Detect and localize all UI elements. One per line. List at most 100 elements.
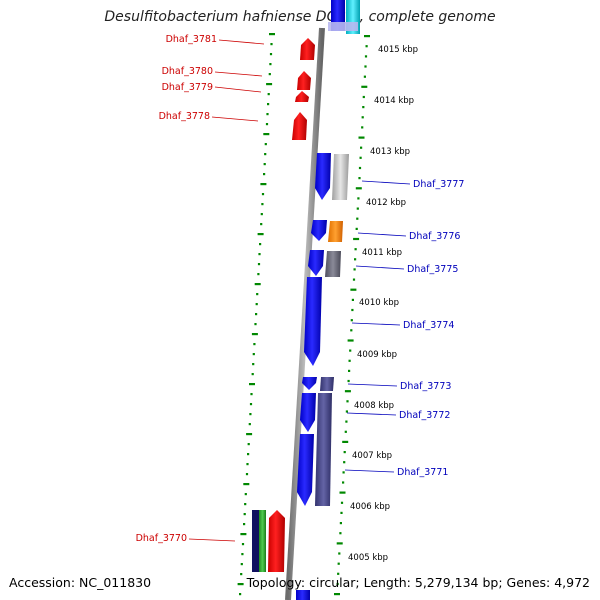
right-ruler-dot: [347, 379, 350, 383]
left-ruler-dot: [261, 203, 264, 206]
gene-dhaf-3779-shape: [295, 91, 309, 102]
right-ruler-major-tick: [355, 187, 362, 190]
right-ruler-major-tick: [353, 237, 360, 241]
left-ruler-dot: [244, 503, 247, 506]
left-ruler-dot: [267, 93, 270, 96]
right-ruler-major-tick: [342, 440, 349, 443]
left-ruler-dot: [257, 263, 261, 266]
gene-label-dhaf-3776[interactable]: Dhaf_3776: [409, 231, 460, 242]
leader-line: [361, 180, 411, 185]
left-ruler-dot: [243, 513, 246, 516]
left-ruler-dot: [249, 413, 252, 416]
right-ruler-dot: [348, 369, 351, 372]
gene-label-dhaf-3771[interactable]: Dhaf_3771: [397, 467, 448, 478]
leader-line: [344, 469, 395, 473]
right-ruler-major-tick: [339, 491, 346, 494]
topology-text: Topology: circular; Length: 5,279,134 bp…: [246, 575, 590, 590]
gene-label-dhaf-3779[interactable]: Dhaf_3779: [162, 82, 213, 93]
left-ruler-dot: [257, 273, 260, 276]
left-ruler-dot: [252, 353, 255, 356]
kbp-labels: 4015 kbp 4014 kbp 4013 kbp 4012 kbp 4011…: [348, 45, 418, 563]
right-ruler-dot: [346, 400, 349, 403]
gene-dhaf-3772-shape: [300, 393, 316, 432]
right-ruler-dot: [365, 45, 368, 48]
gene-dhaf-3773-shape: [302, 377, 317, 390]
right-ruler-dot: [338, 552, 341, 555]
right-ruler-major-tick: [358, 136, 365, 139]
gene-label-dhaf-3770[interactable]: Dhaf_3770: [136, 533, 187, 544]
right-ruler-dot: [337, 572, 340, 575]
gene-label-dhaf-3774[interactable]: Dhaf_3774: [403, 320, 454, 331]
left-ruler-dot: [241, 553, 244, 556]
gene-label-dhaf-3781[interactable]: Dhaf_3781: [166, 34, 217, 45]
left-ruler-dot: [248, 423, 251, 426]
kbp-tick-label: 4013 kbp: [370, 147, 410, 157]
gene-dhaf-3771-shape: [297, 434, 314, 506]
right-ruler-major-tick: [361, 85, 368, 88]
right-ruler-dot: [340, 511, 343, 514]
right-ruler-dot: [337, 562, 340, 565]
left-ruler-dot: [253, 343, 256, 346]
gene-label-dhaf-3775[interactable]: Dhaf_3775: [407, 264, 458, 275]
gene-label-dhaf-3772[interactable]: Dhaf_3772: [399, 410, 450, 421]
left-ruler-major-tick: [246, 433, 253, 436]
left-ruler-dot: [250, 393, 253, 396]
left-ruler-dot: [245, 473, 249, 476]
right-ruler-dot: [340, 501, 344, 504]
left-ruler-major-tick: [263, 133, 270, 136]
left-ruler-dot: [254, 323, 257, 326]
kbp-tick-label: 4015 kbp: [378, 45, 418, 55]
left-ruler-dot: [255, 303, 258, 306]
right-ruler-major-tick: [364, 35, 370, 38]
right-ruler-dot: [339, 522, 342, 525]
left-ruler-dot: [264, 153, 267, 156]
right-ruler-dot: [354, 258, 357, 261]
right-ruler-major-tick: [334, 593, 340, 596]
gene-dhaf-3770-shape: [268, 510, 285, 572]
right-ruler-major-tick: [350, 288, 357, 291]
kbp-tick-label: 4007 kbp: [352, 451, 392, 461]
left-ruler-dot: [244, 493, 247, 496]
kbp-tick-label: 4005 kbp: [348, 553, 388, 563]
kbp-tick-label: 4012 kbp: [366, 198, 406, 208]
gene-label-dhaf-3777[interactable]: Dhaf_3777: [413, 179, 464, 190]
leader-line: [346, 412, 397, 416]
left-ruler-dot: [247, 453, 250, 456]
left-ruler-dot: [266, 113, 269, 116]
right-ruler-dot: [358, 177, 361, 180]
gene-label-dhaf-3780[interactable]: Dhaf_3780: [162, 66, 213, 77]
left-ruler-major-tick: [257, 233, 264, 236]
genome-backbone: [285, 27, 325, 600]
gene-label-dhaf-3773[interactable]: Dhaf_3773: [400, 381, 451, 392]
gene-dhaf-3781-shape: [300, 38, 315, 60]
gene-label-dhaf-3778[interactable]: Dhaf_3778: [159, 111, 210, 122]
left-ruler-major-tick: [251, 333, 258, 336]
kbp-tick-label: 4006 kbp: [350, 502, 390, 512]
right-ruler-dot: [350, 319, 353, 322]
left-ruler-dot: [260, 223, 263, 226]
left-ruler-dot: [263, 163, 266, 166]
gene-dhaf-3771-slate-shape: [315, 393, 332, 506]
left-ruler-major-tick: [260, 183, 267, 186]
gene-dhaf-3775-shape: [308, 250, 324, 276]
right-ruler-dot: [361, 126, 364, 129]
gene-dhaf-3773-slate-shape: [320, 377, 334, 391]
leader-line: [355, 265, 405, 270]
left-ruler-dot: [243, 523, 246, 526]
left-ruler: [237, 33, 275, 596]
right-ruler-dot: [356, 207, 359, 210]
right-ruler-dot: [349, 349, 352, 352]
left-ruler-dot: [269, 63, 272, 66]
right-ruler-dot: [351, 308, 354, 312]
right-ruler-major-tick: [347, 339, 354, 342]
leader-line: [218, 39, 265, 45]
right-ruler-dot: [354, 248, 357, 251]
kbp-tick-label: 4009 kbp: [357, 350, 397, 360]
right-ruler-dot: [348, 359, 351, 362]
gene-dhaf-3778-shape: [292, 112, 307, 140]
gene-dhaf-3780-shape: [297, 71, 311, 90]
left-ruler-dot: [261, 193, 265, 196]
right-ruler-dot: [342, 481, 345, 484]
